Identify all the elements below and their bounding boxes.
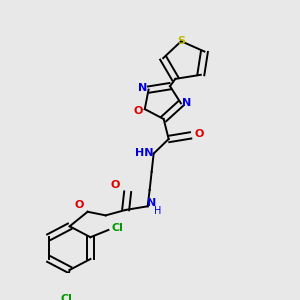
Text: S: S	[177, 36, 185, 46]
Text: O: O	[75, 200, 84, 210]
Text: HN: HN	[135, 148, 154, 158]
Text: Cl: Cl	[61, 294, 73, 300]
Text: O: O	[133, 106, 142, 116]
Text: O: O	[195, 130, 204, 140]
Text: N: N	[147, 198, 156, 208]
Text: N: N	[182, 98, 192, 108]
Text: H: H	[154, 206, 161, 216]
Text: O: O	[111, 180, 120, 190]
Text: N: N	[138, 83, 147, 93]
Text: Cl: Cl	[112, 223, 123, 233]
